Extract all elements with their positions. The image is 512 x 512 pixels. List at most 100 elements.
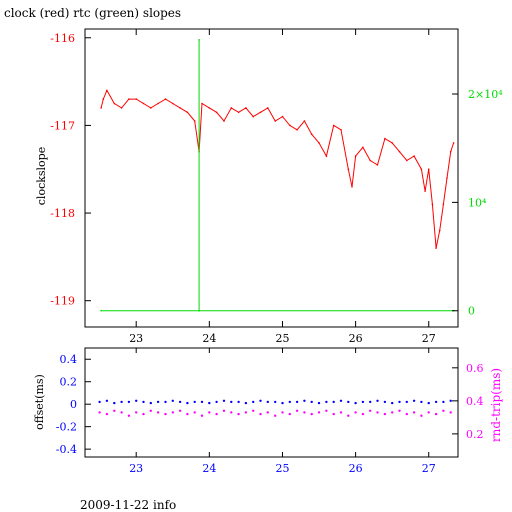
rnd-trip-point [317, 411, 321, 414]
slope-y-tick-label: -118 [50, 207, 75, 220]
rnd-trip-y-tick-label: 0.4 [466, 395, 484, 408]
rtc-slope-series-line [101, 39, 454, 312]
offset-point [376, 399, 379, 402]
clock-slope-point [310, 133, 313, 135]
clock-slope-point [201, 102, 203, 105]
clock-slope-series-line [100, 89, 455, 249]
offset-point [391, 401, 394, 405]
offset-point [325, 400, 328, 404]
offset-point [332, 400, 335, 404]
offset-point [127, 400, 131, 404]
clock-slope-point [406, 159, 408, 162]
rtc-y-tick-label: 0 [468, 305, 475, 318]
rnd-trip-point [420, 414, 423, 417]
rnd-trip-point [347, 414, 350, 417]
rnd-trip-point [215, 412, 218, 416]
clock-slope-point [150, 107, 152, 109]
offset-point [434, 400, 438, 404]
rnd-trip-point [383, 412, 387, 416]
offset-point [369, 400, 372, 404]
offset-point [361, 400, 365, 404]
offset-point [398, 400, 401, 404]
clock-slope-point [274, 120, 277, 122]
offset-y-tick-label: 0 [70, 398, 77, 411]
slope-x-tick-label: 25 [275, 332, 289, 345]
rnd-trip-point [391, 411, 394, 414]
offset-point [142, 400, 145, 404]
rnd-trip-point [237, 412, 240, 416]
page-title: clock (red) rtc (green) slopes [4, 6, 182, 20]
offset-point [237, 400, 240, 404]
offset-point [105, 399, 109, 402]
rnd-trip-point [274, 414, 277, 417]
offset-point [420, 400, 423, 404]
clock-slope-point [384, 137, 386, 140]
clock-slope-point [179, 107, 181, 109]
offset-x-tick-label: 26 [349, 462, 363, 475]
clock-slope-point [230, 107, 233, 109]
slope-y-tick-label: -117 [50, 119, 75, 132]
rtc-slope-point [198, 39, 200, 41]
clock-slope-point [289, 124, 291, 127]
offset-x-tick-label: 24 [202, 462, 216, 475]
offset-point [442, 400, 445, 404]
rnd-trip-point [127, 414, 131, 417]
offset-point [339, 399, 343, 402]
rnd-trip-point [412, 411, 416, 414]
rtc-slope-point [100, 309, 102, 312]
offset-point [186, 401, 189, 405]
offset-series [98, 399, 452, 417]
clock-slope-point [252, 115, 254, 118]
offset-panel: 23 24 25 26 27 0.4 0.2 0 -0.2 -0.4 0.6 0.4 0.2 offse… [33, 347, 503, 475]
rnd-trip-y-axis-label: rnd-trip(ms) [489, 368, 503, 442]
offset-y-tick-label: 0.4 [60, 353, 78, 366]
clock-slope-point [245, 107, 247, 109]
clock-slope-point [452, 142, 455, 144]
offset-point [427, 401, 430, 405]
offset-point [412, 399, 416, 402]
offset-point [295, 400, 299, 404]
clock-slope-point [340, 129, 342, 131]
rnd-trip-point [193, 411, 196, 414]
rnd-trip-point [113, 409, 116, 412]
clock-slope-point [435, 247, 437, 249]
rnd-trip-point [252, 409, 255, 412]
offset-point [288, 400, 291, 404]
rnd-trip-point [244, 411, 248, 414]
offset-point [135, 399, 138, 402]
offset-point [222, 399, 226, 402]
rnd-trip-y-tick-label: 0.6 [466, 362, 484, 375]
clock-slope-point [186, 111, 189, 114]
offset-point [449, 399, 452, 402]
rnd-trip-point [442, 409, 445, 412]
offset-point [274, 400, 277, 404]
footer-info: 2009-11-22 info [80, 498, 177, 512]
rnd-trip-y-tick-label: 0.2 [466, 428, 484, 441]
clock-slope-point [164, 98, 167, 100]
clock-slope-point [325, 155, 328, 157]
rnd-trip-point [281, 411, 284, 414]
rtc-slope-point [198, 309, 200, 312]
rnd-trip-point [186, 412, 189, 416]
offset-y-axis-label: offset(ms) [33, 374, 46, 430]
offset-x-tick-label: 25 [275, 462, 289, 475]
rnd-trip-point [266, 411, 269, 414]
clock-slope-point [442, 203, 445, 206]
clock-slope-point [135, 98, 137, 100]
clock-slope-point [332, 124, 335, 127]
rnd-trip-point [332, 412, 335, 416]
rnd-trip-point [434, 412, 438, 416]
clock-slope-point [438, 229, 441, 232]
rnd-trip-point [200, 414, 204, 417]
slope-x-tick-label: 24 [202, 332, 216, 345]
clock-slope-point [281, 115, 284, 118]
rnd-trip-point [120, 411, 123, 414]
offset-point [405, 400, 408, 404]
clock-slope-point [208, 107, 211, 109]
offset-point [354, 401, 357, 405]
offset-point [208, 401, 211, 405]
rnd-trip-point [208, 411, 211, 414]
rnd-trip-point [295, 409, 299, 412]
clock-slope-point [351, 186, 353, 188]
